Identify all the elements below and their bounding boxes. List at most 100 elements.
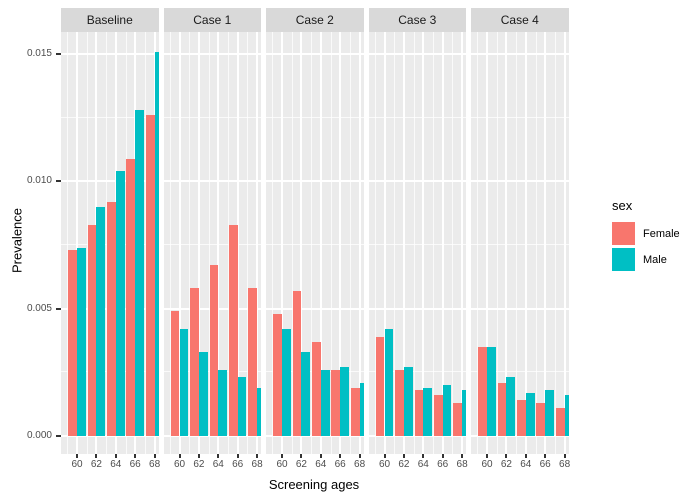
gridline-v-major: [544, 32, 547, 454]
x-axis-title: Screening ages: [268, 477, 360, 492]
gridline-v-major: [524, 32, 527, 454]
gridline-h-major: [266, 307, 364, 310]
x-axis-tick-label: 62: [295, 459, 307, 470]
x-axis-tick: [300, 454, 303, 458]
gridline-h-major: [368, 307, 466, 310]
bar-male-age-68: [462, 390, 466, 436]
x-axis-tick: [236, 454, 239, 458]
gridline-h-major: [471, 180, 569, 183]
bar-male-age-68: [359, 382, 364, 436]
legend-key-swatch: [612, 222, 635, 245]
bar-male-age-66: [237, 377, 247, 436]
x-axis-tick: [217, 454, 220, 458]
bar-male-age-66: [442, 385, 452, 436]
gridline-v-minor: [67, 32, 69, 454]
bar-female-age-66: [536, 402, 546, 436]
gridline-h-major: [163, 180, 261, 183]
facet-strip-case-4: Case 4: [471, 8, 569, 32]
x-axis-tick: [339, 454, 342, 458]
x-axis-tick: [544, 454, 547, 458]
gridline-h-major: [368, 180, 466, 183]
x-axis-tick: [197, 454, 200, 458]
facet-strip-label: Case 1: [193, 13, 232, 27]
gridline-h-major: [266, 435, 364, 437]
bar-female-age-68: [350, 387, 360, 436]
gridline-v-minor: [413, 32, 415, 454]
facet-strip-baseline: Baseline: [61, 8, 159, 32]
gridline-v-major: [383, 32, 386, 454]
panel-case-4: [471, 32, 569, 454]
gridline-h-major: [61, 180, 159, 183]
y-axis-tick: [56, 53, 61, 56]
gridline-v-minor: [477, 32, 479, 454]
facet-strip-label: Baseline: [86, 13, 133, 27]
panel-case-1: [163, 32, 261, 454]
gridline-v-minor: [125, 32, 127, 454]
x-axis-tick-label: 64: [212, 459, 224, 470]
bar-male-age-60: [179, 329, 189, 436]
bar-female-age-64: [209, 265, 219, 436]
gridline-v-major: [256, 32, 259, 454]
bar-male-age-68: [154, 51, 159, 436]
bar-female-age-68: [248, 288, 258, 436]
x-axis-tick-label: 60: [481, 459, 493, 470]
facet-strip-case-3: Case 3: [368, 8, 466, 32]
facet-strip-label: Case 3: [398, 13, 437, 27]
y-axis-tick-label: 0.000: [26, 430, 52, 441]
bar-male-age-60: [487, 346, 496, 436]
x-axis-tick: [95, 454, 98, 458]
gridline-h-minor: [368, 244, 466, 246]
x-axis-tick: [524, 454, 527, 458]
gridline-v-major: [358, 32, 361, 454]
x-axis-tick: [281, 454, 283, 458]
gridline-v-major: [319, 32, 322, 454]
x-axis-tick-label: 64: [417, 459, 429, 470]
bar-male-age-60: [384, 329, 394, 436]
bar-male-age-62: [301, 351, 311, 436]
legend-label: Male: [643, 253, 667, 266]
facet-strip-label: Case 4: [500, 13, 539, 27]
gridline-v-minor: [291, 32, 293, 454]
legend: sex Female Male: [612, 198, 680, 274]
x-axis-tick-label: 60: [71, 459, 83, 470]
gridline-v-major: [236, 32, 239, 454]
gridline-v-minor: [330, 32, 332, 454]
x-axis-tick-label: 62: [90, 459, 102, 470]
legend-item-male: Male: [612, 248, 680, 271]
x-axis-tick: [76, 454, 78, 458]
bar-female-age-68: [453, 402, 463, 436]
x-axis-tick-label: 66: [539, 459, 551, 470]
x-axis-tick-label: 62: [193, 459, 205, 470]
bar-male-age-62: [96, 206, 106, 436]
bar-male-age-62: [403, 367, 413, 436]
bar-male-age-62: [506, 377, 516, 436]
y-axis-tick: [56, 180, 61, 183]
x-axis-tick: [505, 454, 508, 458]
gridline-v-major: [76, 32, 78, 454]
gridline-v-major: [281, 32, 283, 454]
x-axis-tick-label: 60: [378, 459, 391, 470]
x-axis-tick-label: 68: [456, 459, 468, 470]
bar-male-age-62: [198, 351, 208, 436]
y-axis-tick: [56, 435, 61, 437]
gridline-v-major: [402, 32, 405, 454]
bar-female-age-60: [68, 250, 77, 436]
x-axis-tick-label: 68: [354, 459, 366, 470]
x-axis-tick-label: 62: [398, 459, 410, 470]
gridline-h-minor: [368, 371, 466, 373]
x-axis-tick: [461, 454, 464, 458]
bar-female-age-66: [331, 369, 341, 436]
gridline-v-minor: [433, 32, 434, 454]
gridline-h-major: [163, 435, 261, 437]
gridline-h-major: [368, 435, 466, 437]
gridline-h-major: [471, 307, 569, 310]
gridline-h-minor: [266, 116, 364, 118]
gridline-v-minor: [208, 32, 210, 454]
x-axis-tick-label: 60: [276, 459, 288, 470]
bar-male-age-64: [218, 369, 228, 436]
y-axis-tick-label: 0.005: [26, 302, 52, 314]
bar-female-age-64: [107, 201, 116, 436]
gridline-v-minor: [144, 32, 146, 454]
bar-female-age-62: [292, 290, 302, 436]
gridline-v-minor: [228, 32, 229, 454]
